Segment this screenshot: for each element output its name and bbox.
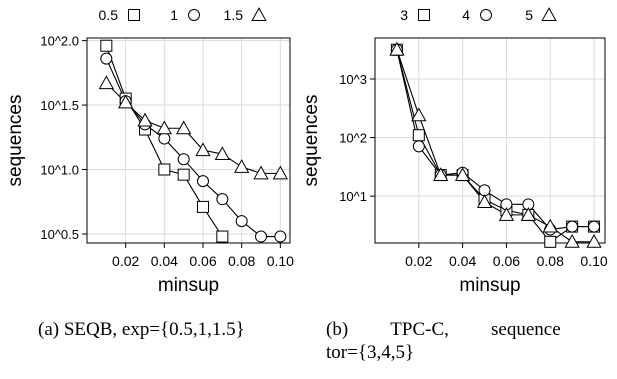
legend-marker-circle xyxy=(480,9,492,21)
data-point-circle xyxy=(100,52,113,65)
y-tick-label: 10^1 xyxy=(339,189,367,204)
y-tick-label: 10^2.0 xyxy=(40,34,79,49)
caption-a: (a) SEQB, exp={0.5,1,1.5} xyxy=(38,319,245,340)
x-tick-label: 0.10 xyxy=(267,253,294,269)
data-point-triangle xyxy=(234,159,250,173)
data-point-square xyxy=(544,235,557,248)
series-line-5 xyxy=(396,49,595,243)
data-point-triangle xyxy=(476,194,493,208)
data-point-square xyxy=(177,168,190,181)
caption-b-word: (b) xyxy=(326,319,349,340)
data-point-triangle xyxy=(176,120,192,135)
caption-b: (b) TPC-C, sequence fac tor={3,4,5} xyxy=(326,318,594,364)
x-tick-label: 0.02 xyxy=(405,253,432,269)
y-tick-label: 10^2 xyxy=(339,131,367,146)
chart-panel-a: 0.02 0.04 0.06 0.08 0.1010^0.510^1.010^1.510… xyxy=(5,7,294,296)
plot-frame xyxy=(86,37,291,244)
caption-b-word: sequence xyxy=(491,319,561,340)
y-axis-label: sequences xyxy=(5,95,26,187)
figure: 0.02 0.04 0.06 0.08 0.1010^0.510^1.010^1.510… xyxy=(5,7,608,296)
y-tick-label: 10^0.5 xyxy=(40,227,79,242)
x-tick-label: 0.04 xyxy=(151,253,178,269)
data-point-triangle xyxy=(433,167,449,181)
data-point-circle xyxy=(588,220,601,233)
data-point-circle xyxy=(177,153,190,166)
data-point-circle xyxy=(158,132,171,145)
data-point-circle xyxy=(216,193,229,206)
data-point-circle xyxy=(197,175,209,188)
x-axis-label: minsup xyxy=(459,275,520,296)
data-point-square xyxy=(100,39,113,52)
plot-frame xyxy=(374,37,606,244)
legend-label: 0.5 xyxy=(99,7,119,23)
data-point-triangle xyxy=(564,233,580,248)
y-tick-label: 10^1.0 xyxy=(40,163,79,178)
legend-marker-circle xyxy=(188,9,200,21)
x-tick-label: 0.02 xyxy=(112,253,139,269)
series-line-1.5 xyxy=(105,82,281,174)
data-point-triangle xyxy=(389,41,405,56)
caption-b-word: TPC-C, xyxy=(390,319,449,340)
data-point-triangle xyxy=(498,207,515,221)
data-point-triangle xyxy=(253,165,269,180)
legend-marker-square xyxy=(128,9,140,21)
chart-panel-b: 0.02 0.04 0.06 0.08 0.10 10^1 10^2 10^3 minsup se… xyxy=(301,7,608,296)
x-tick-label: 0.08 xyxy=(228,253,255,269)
series-line-1 xyxy=(105,58,281,238)
data-point-circle xyxy=(566,220,579,233)
data-point-triangle xyxy=(214,146,230,160)
y-axis-label: sequences xyxy=(301,95,322,187)
data-point-circle xyxy=(235,215,248,228)
data-point-triangle xyxy=(542,218,558,233)
x-tick-label: 0.06 xyxy=(493,253,520,269)
x-tick-label: 0.10 xyxy=(580,253,607,269)
legend-marker-square xyxy=(418,9,430,21)
data-point-triangle xyxy=(156,120,172,135)
data-point-circle xyxy=(274,230,287,243)
legend-label: 5 xyxy=(525,7,533,23)
data-point-triangle xyxy=(118,94,134,109)
x-tick-label: 0.08 xyxy=(537,253,564,269)
data-point-square xyxy=(158,163,171,176)
y-tick-label: 10^1.5 xyxy=(40,98,79,113)
legend-marker-triangle xyxy=(541,7,557,21)
data-point-triangle xyxy=(411,107,427,122)
legend-label: 1 xyxy=(170,7,178,23)
data-point-triangle xyxy=(195,142,211,157)
data-point-triangle xyxy=(586,233,602,248)
data-point-triangle xyxy=(137,112,153,127)
data-point-triangle xyxy=(454,167,471,181)
data-point-square xyxy=(197,200,209,213)
data-point-circle xyxy=(478,184,491,197)
legend-label: 1.5 xyxy=(224,7,244,23)
x-tick-label: 0.04 xyxy=(449,253,476,269)
series-line-4 xyxy=(396,49,595,231)
data-point-circle xyxy=(412,140,425,153)
data-point-triangle xyxy=(272,165,288,180)
caption-b-line2: tor={3,4,5} xyxy=(326,342,415,363)
x-axis-label: minsup xyxy=(158,275,219,296)
legend-marker-triangle xyxy=(251,7,267,21)
legend-label: 3 xyxy=(400,7,408,23)
data-point-circle xyxy=(255,230,267,243)
data-point-triangle xyxy=(520,207,536,221)
data-point-square xyxy=(412,129,425,142)
data-point-square xyxy=(216,230,229,243)
x-tick-label: 0.06 xyxy=(189,253,216,269)
y-tick-label: 10^3 xyxy=(339,72,367,87)
legend-label: 4 xyxy=(462,7,470,23)
data-point-triangle xyxy=(98,75,114,90)
